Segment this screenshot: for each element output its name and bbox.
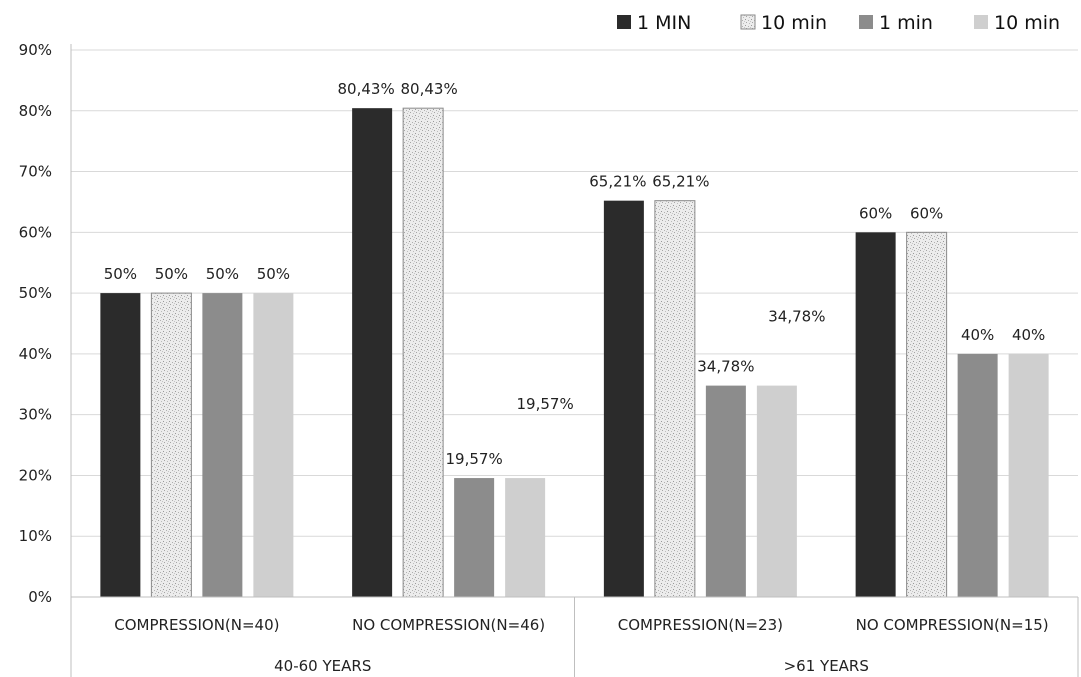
data-label: 65,21% [589,173,646,191]
legend-label: 1 MIN [637,12,691,34]
legend-swatch [617,15,631,29]
bar [202,293,243,597]
bar [654,200,696,598]
y-tick-label: 60% [19,223,52,241]
data-label: 19,57% [517,395,574,413]
y-tick-label: 30% [19,406,52,424]
data-label: 40% [961,326,994,344]
data-label: 60% [859,204,892,222]
bar [705,385,746,597]
legend: 1 MIN 10 min 1 min 10 min [617,12,1060,34]
bar [603,200,644,598]
bars [100,107,1049,598]
data-label: 40% [1012,326,1045,344]
y-axis: 0% 10% 20% 30% 40% 50% 60% 70% 80% 90% [19,41,72,606]
bar [957,353,998,597]
legend-swatch [740,14,756,30]
y-tick-label: 70% [19,163,52,181]
bar [402,107,444,598]
data-label: 65,21% [652,173,709,191]
legend-label: 10 min [994,12,1060,34]
category-label: COMPRESSION(N=23) [618,616,783,634]
data-label: 50% [104,265,137,283]
data-label: 80,43% [401,80,458,98]
bar [906,231,948,598]
x-axis: COMPRESSION(N=40) NO COMPRESSION(N=46) COM… [70,596,1079,677]
bar [352,108,393,597]
bar [454,478,495,597]
bar [1008,353,1049,597]
bar [150,292,192,598]
y-tick-label: 50% [19,284,52,302]
bar [756,385,797,597]
y-tick-label: 20% [19,466,52,484]
data-label: 34,78% [697,358,754,376]
bar [855,232,896,598]
data-label: 50% [257,265,290,283]
category-label: NO COMPRESSION(N=15) [856,616,1049,634]
y-tick-label: 40% [19,345,52,363]
data-label: 80,43% [338,80,395,98]
legend-label: 10 min [761,12,827,34]
data-label: 50% [206,265,239,283]
category-label: COMPRESSION(N=40) [114,616,279,634]
y-tick-label: 80% [19,102,52,120]
legend-label: 1 min [879,12,933,34]
data-label: 34,78% [768,308,825,326]
bar [100,293,141,597]
data-label: 19,57% [446,450,503,468]
data-labels: 50% 50% 50% 50% 80,43% 80,43% 19,57% 19,57% 65,2… [104,80,1046,468]
group-label: 40-60 YEARS [274,657,371,675]
y-tick-label: 10% [19,527,52,545]
legend-swatch [974,15,988,29]
data-label: 50% [155,265,188,283]
data-label: 60% [910,204,943,222]
legend-swatch [859,15,873,29]
bar [253,293,294,597]
y-tick-label: 0% [28,588,52,606]
category-label: NO COMPRESSION(N=46) [352,616,545,634]
bar [505,478,546,597]
group-label: >61 YEARS [784,657,869,675]
y-tick-label: 90% [19,41,52,59]
